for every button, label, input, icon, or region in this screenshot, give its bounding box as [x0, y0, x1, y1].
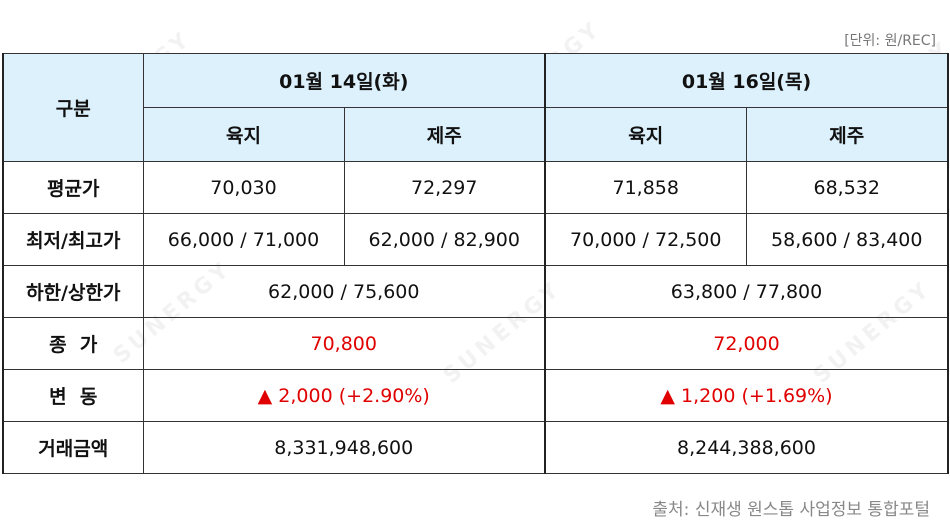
- table-cell: 68,532: [745, 161, 949, 214]
- date-header: 01월 14일(화): [142, 53, 546, 108]
- table-cell: ▲ 2,000 (+2.90%): [142, 369, 546, 422]
- table-row: 변 동 ▲ 2,000 (+2.90%) ▲ 1,200 (+1.69%): [2, 369, 949, 422]
- table-cell: ▲ 1,200 (+1.69%): [544, 369, 949, 422]
- table-cell: 58,600 / 83,400: [745, 213, 949, 266]
- rec-price-table: 구분 01월 14일(화) 01월 16일(목) 육지 제주 육지 제주 평균가…: [2, 53, 949, 474]
- table-cell: 8,331,948,600: [142, 421, 546, 474]
- table-cell: 62,000 / 75,600: [142, 265, 546, 318]
- table-cell: 62,000 / 82,900: [343, 213, 546, 266]
- header-row-dates: 구분 01월 14일(화) 01월 16일(목): [2, 53, 949, 162]
- table-row: 최저/최고가 66,000 / 71,000 62,000 / 82,900 7…: [2, 213, 949, 266]
- header-row-regions: 육지 제주 육지 제주: [3, 107, 949, 162]
- table-row: 거래금액 8,331,948,600 8,244,388,600: [2, 421, 949, 474]
- table-cell: 70,800: [142, 317, 546, 370]
- table-cell: 63,800 / 77,800: [544, 265, 949, 318]
- source-label: 출처: 신재생 원스톱 사업정보 통합포털: [652, 500, 930, 520]
- table-row: 하한/상한가 62,000 / 75,600 63,800 / 77,800: [2, 265, 949, 318]
- row-label: 최저/최고가: [2, 213, 144, 266]
- row-label: 변 동: [2, 369, 144, 422]
- row-label: 거래금액: [2, 421, 144, 474]
- table-cell: 71,858: [544, 161, 747, 214]
- table-cell: 70,030: [142, 161, 345, 214]
- table-cell: 8,244,388,600: [544, 421, 949, 474]
- region-header: 육지: [544, 107, 747, 162]
- table-row: 평균가 70,030 72,297 71,858 68,532: [2, 161, 949, 214]
- region-header: 제주: [745, 107, 949, 162]
- corner-label: 구분: [2, 53, 144, 162]
- region-header: 제주: [343, 107, 546, 162]
- table-cell: 72,297: [343, 161, 546, 214]
- row-label: 하한/상한가: [2, 265, 144, 318]
- table-cell: 72,000: [544, 317, 949, 370]
- table-cell: 70,000 / 72,500: [544, 213, 747, 266]
- date-header: 01월 16일(목): [544, 53, 949, 108]
- table-cell: 66,000 / 71,000: [142, 213, 345, 266]
- row-label: 평균가: [2, 161, 144, 214]
- region-header: 육지: [142, 107, 345, 162]
- unit-label: [단위: 원/REC]: [844, 33, 936, 49]
- row-label: 종 가: [2, 317, 144, 370]
- table-row: 종 가 70,800 72,000: [2, 317, 949, 370]
